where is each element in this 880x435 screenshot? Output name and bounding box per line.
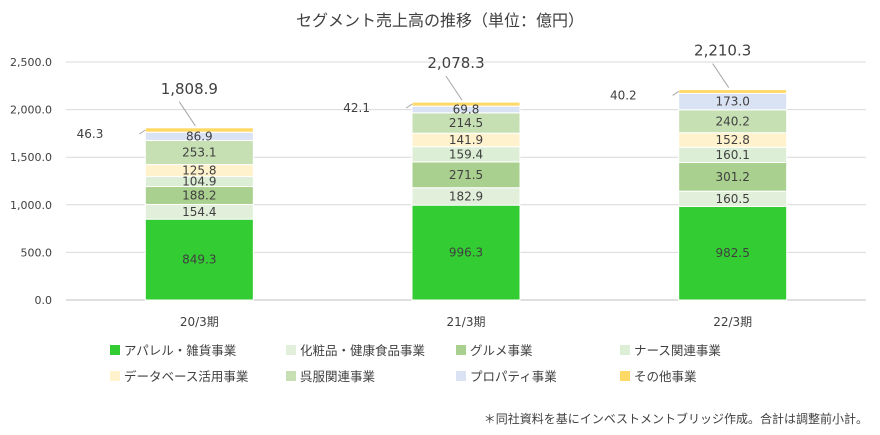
- legend-row: アパレル・雑貨事業 化粧品・健康食品事業 グルメ事業 ナース関連事業: [110, 340, 870, 366]
- data-label: 152.8: [715, 133, 749, 147]
- legend-swatch: [286, 344, 296, 355]
- y-tick-label: 2,500.0: [10, 56, 52, 69]
- legend-item: プロパティ事業: [456, 366, 557, 385]
- data-label-other: 42.1: [343, 101, 370, 115]
- legend-item: 呉服関連事業: [286, 366, 375, 385]
- total-label: 1,808.9: [161, 80, 218, 98]
- legend-label: 呉服関連事業: [300, 369, 376, 384]
- data-label: 104.9: [182, 175, 216, 189]
- legend-swatch: [286, 370, 296, 381]
- data-label: 240.2: [715, 114, 749, 128]
- legend-item: 化粧品・健康食品事業: [286, 340, 425, 359]
- x-axis-categories: 20/3期 21/3期 22/3期: [180, 315, 752, 329]
- category-label: 20/3期: [180, 315, 219, 329]
- data-label: 214.5: [449, 116, 483, 130]
- legend-swatch: [456, 370, 466, 381]
- data-label-other: 40.2: [610, 88, 637, 102]
- legend-item: データベース活用事業: [110, 366, 248, 385]
- legend-label: グルメ事業: [470, 343, 533, 358]
- data-label: 182.9: [449, 189, 483, 203]
- legend-swatch: [620, 344, 630, 355]
- legend-swatch: [456, 344, 466, 355]
- legend-item: その他事業: [620, 366, 697, 385]
- total-leader-line: [712, 63, 730, 88]
- bar-segment: [144, 218, 254, 301]
- bar-segment: [144, 139, 254, 166]
- legend-label: プロパティ事業: [470, 369, 557, 384]
- total-leader-line: [445, 75, 463, 101]
- y-tick-label: 0.0: [35, 294, 53, 307]
- category-label: 21/3期: [447, 315, 486, 329]
- bar-segment: [678, 89, 788, 94]
- data-label: 271.5: [449, 168, 483, 182]
- data-label: 188.2: [182, 188, 216, 202]
- data-label: 160.5: [715, 192, 749, 206]
- legend-label: その他事業: [634, 369, 697, 384]
- category-label: 22/3期: [713, 315, 752, 329]
- y-tick-label: 1,500.0: [10, 151, 52, 164]
- data-label: 253.1: [182, 146, 216, 160]
- bars: [144, 89, 788, 301]
- data-label: 125.8: [182, 164, 216, 178]
- y-axis-ticks: 0.0 500.0 1,000.0 1,500.0 2,000.0 2,500.0: [10, 56, 52, 307]
- y-tick-label: 2,000.0: [10, 104, 52, 117]
- data-label: 86.9: [186, 129, 213, 143]
- y-tick-label: 1,000.0: [10, 199, 52, 212]
- data-label: 159.4: [449, 147, 483, 161]
- data-label: 996.3: [449, 246, 483, 260]
- leader-line: [139, 129, 146, 135]
- bar-segment: [411, 161, 521, 189]
- leader-line: [405, 103, 413, 109]
- total-label: 2,210.3: [694, 42, 751, 60]
- legend-swatch: [110, 344, 120, 355]
- legend-label: データベース活用事業: [124, 369, 249, 384]
- data-label-other: 46.3: [77, 127, 104, 141]
- bar-segment: [678, 205, 788, 301]
- total-leader-line: [178, 101, 196, 127]
- legend-swatch: [620, 370, 630, 381]
- legend-row: データベース活用事業 呉服関連事業 プロパティ事業 その他事業: [110, 366, 870, 392]
- chart-title: セグメント売上高の推移（単位：億円）: [296, 11, 584, 30]
- data-label: 982.5: [715, 246, 749, 260]
- y-tick-label: 500.0: [21, 246, 53, 259]
- data-label: 154.4: [182, 205, 216, 219]
- bar-segment: [411, 204, 521, 301]
- bar-segment: [678, 162, 788, 192]
- data-label: 69.8: [453, 102, 480, 116]
- source-note: ＊同社資料を基にインベストメントブリッジ作成。合計は調整前小計。: [483, 412, 868, 426]
- data-label: 301.2: [715, 170, 749, 184]
- legend-label: アパレル・雑貨事業: [124, 343, 237, 358]
- data-label: 141.9: [449, 133, 483, 147]
- legend-label: 化粧品・健康食品事業: [300, 343, 426, 358]
- legend-item: アパレル・雑貨事業: [110, 340, 236, 359]
- total-label: 2,078.3: [427, 54, 484, 72]
- leader-line: [672, 91, 679, 96]
- data-label: 173.0: [715, 95, 749, 109]
- stacked-bar-chart: セグメント売上高の推移（単位：億円） 0.0 500.0 1,000.0 1,500.…: [10, 11, 866, 329]
- legend-label: ナース関連事業: [634, 343, 721, 358]
- legend-swatch: [110, 370, 120, 381]
- data-label: 160.1: [715, 148, 749, 162]
- legend-item: グルメ事業: [456, 340, 533, 359]
- legend-item: ナース関連事業: [620, 340, 721, 359]
- data-label: 849.3: [182, 253, 216, 267]
- legend: アパレル・雑貨事業 化粧品・健康食品事業 グルメ事業 ナース関連事業 データベース活用…: [110, 340, 870, 392]
